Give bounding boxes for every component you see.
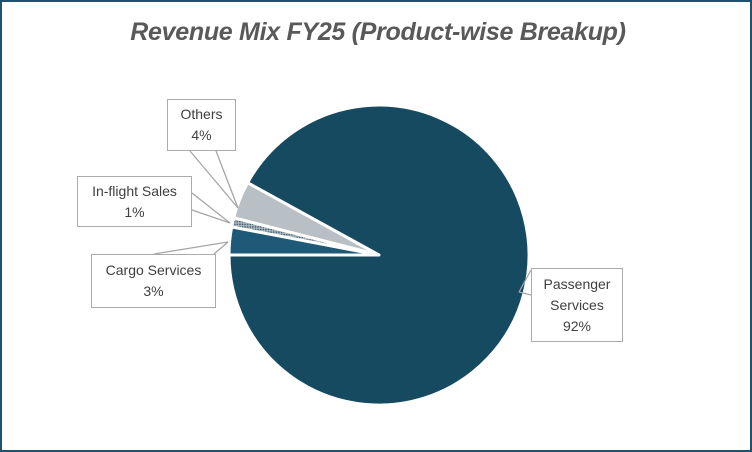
data-label-passenger-name: Passenger Services	[543, 275, 611, 313]
data-label-others-name: Others	[180, 106, 223, 122]
chart-title: Revenue Mix FY25 (Product-wise Breakup)	[130, 18, 626, 46]
data-label-inflight-sales: In-flight Sales 1%	[77, 176, 192, 227]
leader-line-cargo	[153, 241, 229, 255]
leader-line-passenger	[518, 269, 532, 296]
pie-slice-passenger-services	[227, 103, 531, 407]
leader-line-others	[189, 150, 239, 209]
data-label-others: Others 4%	[167, 99, 236, 151]
leader-line-inflight	[191, 192, 231, 224]
data-label-cargo-name: Cargo Services	[105, 262, 202, 278]
data-label-cargo-pct: 3%	[143, 283, 164, 299]
pie-chart	[227, 103, 531, 407]
data-label-passenger-services: Passenger Services 92%	[531, 268, 623, 342]
data-label-inflight-name: In-flight Sales	[92, 182, 177, 199]
data-label-cargo-services: Cargo Services 3%	[91, 254, 216, 308]
data-label-others-pct: 4%	[191, 127, 212, 143]
data-label-passenger-pct: 92%	[562, 317, 592, 334]
data-label-inflight-pct: 1%	[124, 203, 145, 220]
